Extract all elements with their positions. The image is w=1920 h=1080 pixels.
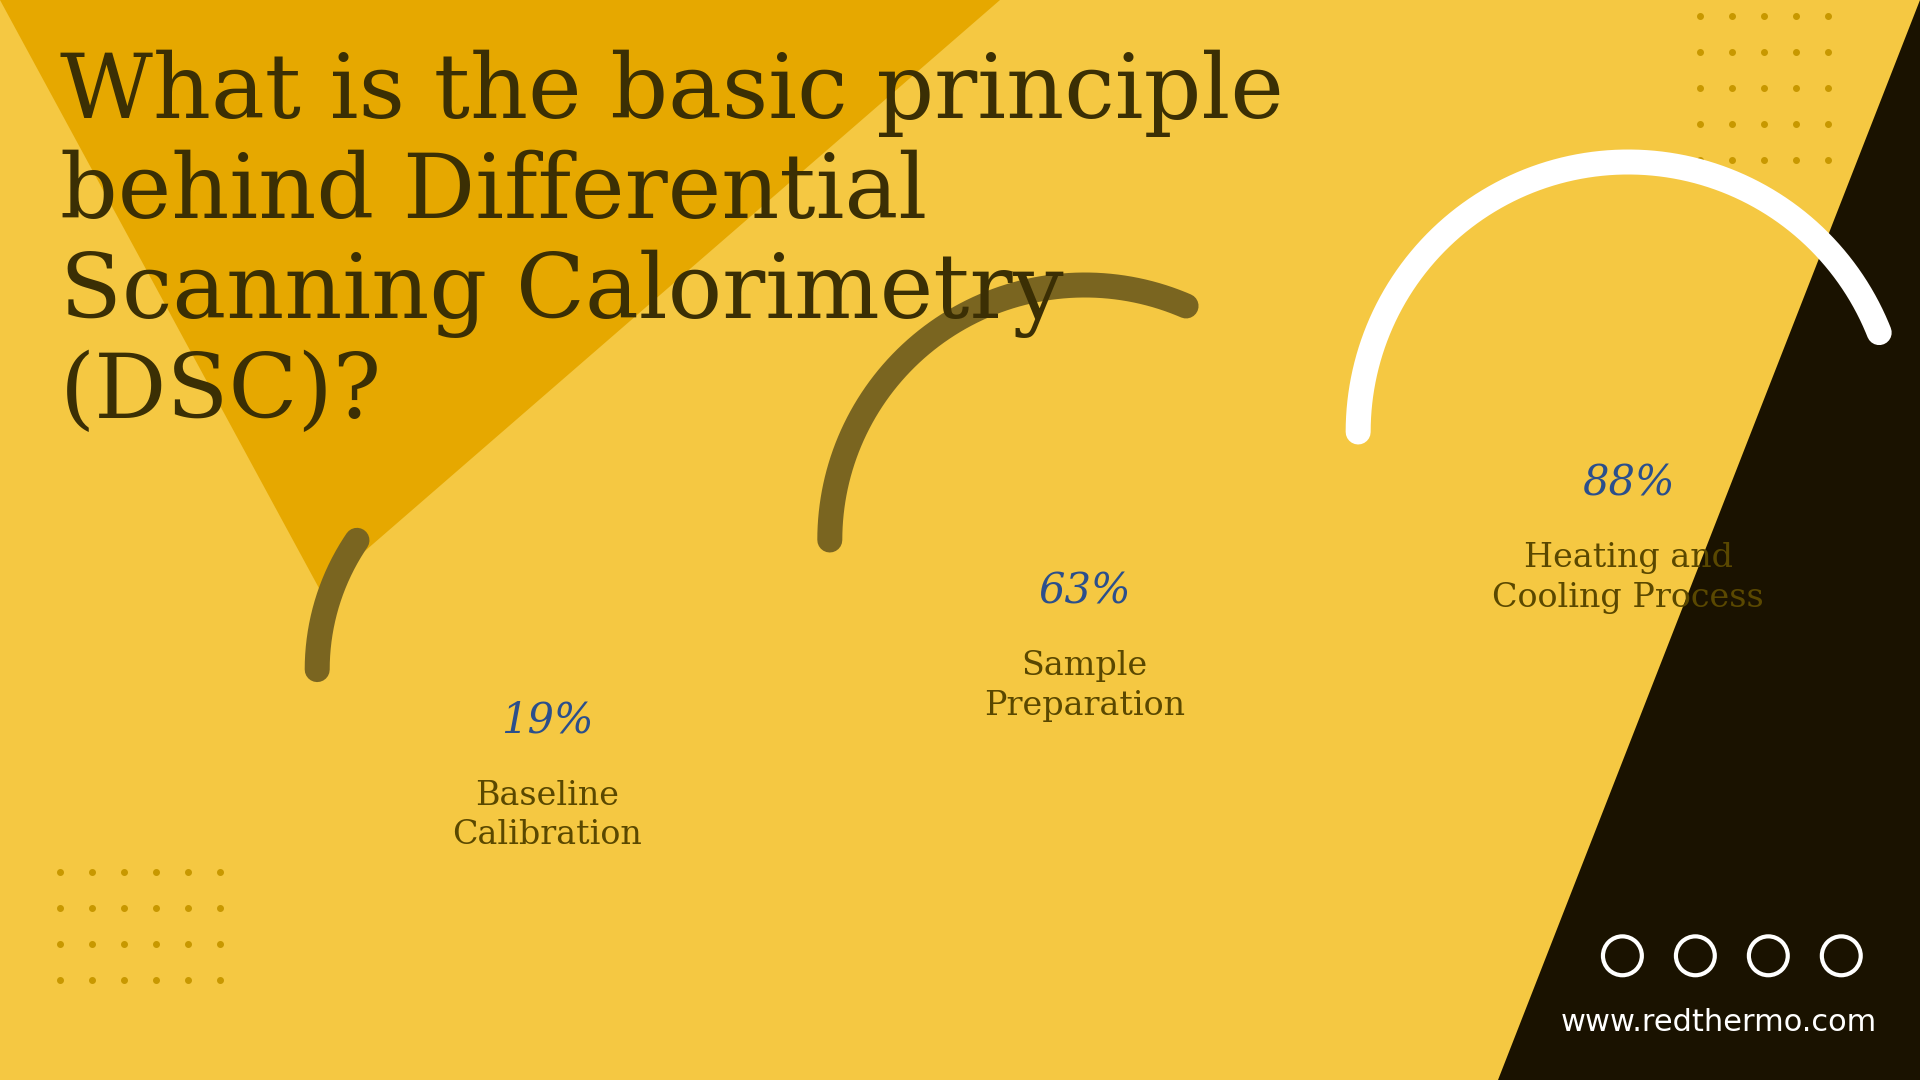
Polygon shape (1498, 0, 1920, 1080)
Text: Heating and
Cooling Process: Heating and Cooling Process (1492, 542, 1764, 613)
Text: Sample
Preparation: Sample Preparation (985, 650, 1185, 721)
Text: What is the basic principle
behind Differential
Scanning Calorimetry
(DSC)?: What is the basic principle behind Diffe… (60, 50, 1284, 437)
Text: Baseline
Calibration: Baseline Calibration (453, 780, 641, 851)
Text: 63%: 63% (1039, 570, 1131, 612)
Text: 88%: 88% (1582, 462, 1674, 504)
Text: 19%: 19% (501, 700, 593, 742)
Polygon shape (0, 0, 1000, 590)
Text: www.redthermo.com: www.redthermo.com (1561, 1008, 1876, 1037)
